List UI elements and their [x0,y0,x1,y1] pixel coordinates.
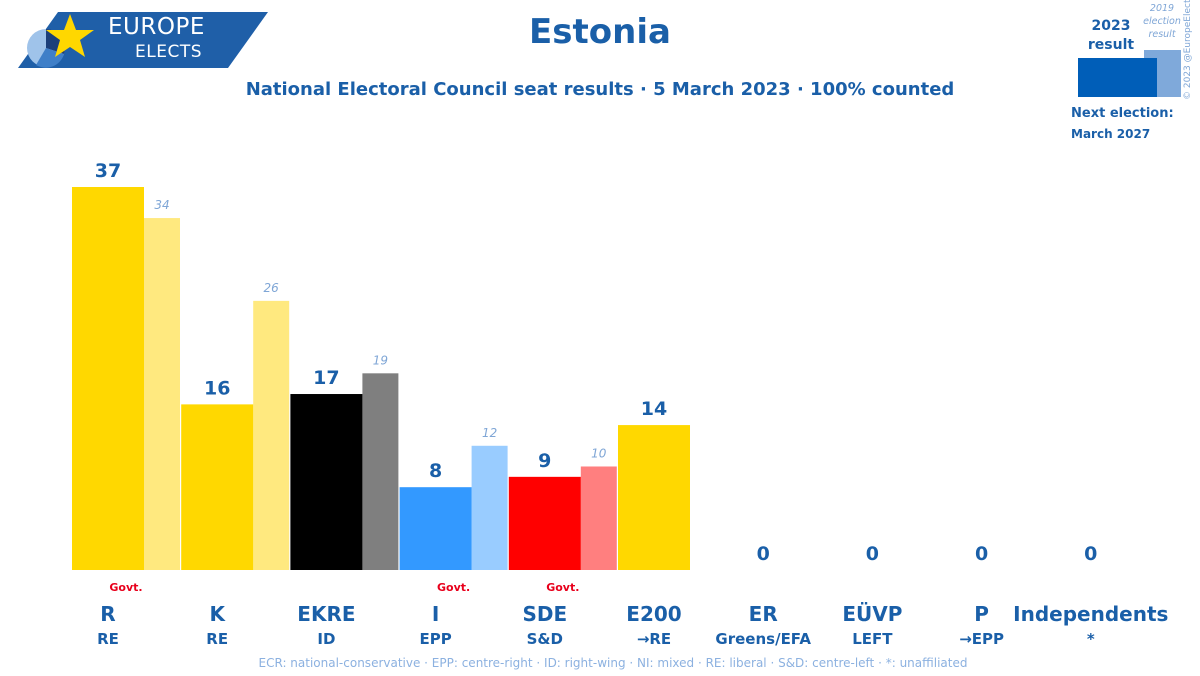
group-label: EPP [419,630,451,648]
group-label: RE [97,630,119,648]
value-label: 0 [866,543,879,565]
bar-0 [72,187,144,570]
legend-previous-label: 2019 election result [1143,3,1181,40]
group-label: Greens/EFA [715,630,811,648]
legend-current-swatch [1078,58,1157,97]
value-label: 37 [95,160,121,182]
legend [1078,50,1181,97]
group-label: LEFT [852,630,893,648]
party-label: ER [749,602,778,626]
previous-bar-1 [253,300,290,570]
group-label: ID [317,630,335,648]
group-label: S&D [527,630,563,648]
previous-bar-4 [580,466,617,570]
party-label: E200 [626,602,681,626]
party-label: R [100,602,115,626]
logo-text-elects: ELECTS [135,42,202,62]
party-label: K [209,602,226,626]
value-label: 0 [757,543,770,565]
previous-value-label: 10 [591,446,607,460]
group-label: →RE [637,630,671,648]
previous-value-label: 26 [264,281,280,295]
bar-4 [508,476,581,570]
chart-title: Estonia [529,12,671,52]
value-label: 8 [429,460,442,482]
party-label: I [432,602,439,626]
logo-text-europe: EUROPE [108,14,205,40]
bar-2 [290,394,363,570]
value-label: 0 [1084,543,1097,565]
party-label: EÜVP [842,602,902,626]
bar-5 [618,425,690,570]
party-label: Independents [1013,602,1168,626]
party-label: SDE [522,602,567,626]
group-legend-footer: ECR: national-conservative · EPP: centre… [258,656,968,670]
government-marker: Govt. [546,581,579,594]
government-marker: Govt. [437,581,470,594]
legend-current-label: 2023 result [1087,18,1135,53]
previous-value-label: 12 [482,426,497,440]
party-label: EKRE [297,602,355,626]
value-label: 9 [538,450,551,472]
group-label: RE [206,630,228,648]
europe-elects-logo [18,12,268,68]
group-label: →EPP [959,630,1004,648]
value-label: 17 [313,367,339,389]
value-label: 16 [204,377,230,399]
chart-subtitle: National Electoral Council seat results … [245,79,955,100]
previous-value-label: 34 [154,198,169,212]
party-label: P [974,602,989,626]
bar-1 [181,404,254,570]
previous-bar-2 [362,373,399,570]
bar-3 [399,487,472,570]
government-marker: Govt. [109,581,142,594]
value-label: 14 [641,398,667,420]
previous-bar-0 [144,218,180,570]
next-election-label: Next election: [1071,106,1174,121]
next-election-date: March 2027 [1071,127,1151,141]
group-label: * [1087,630,1095,648]
previous-bar-3 [471,445,508,570]
previous-value-label: 19 [373,353,388,367]
value-label: 0 [975,543,988,565]
